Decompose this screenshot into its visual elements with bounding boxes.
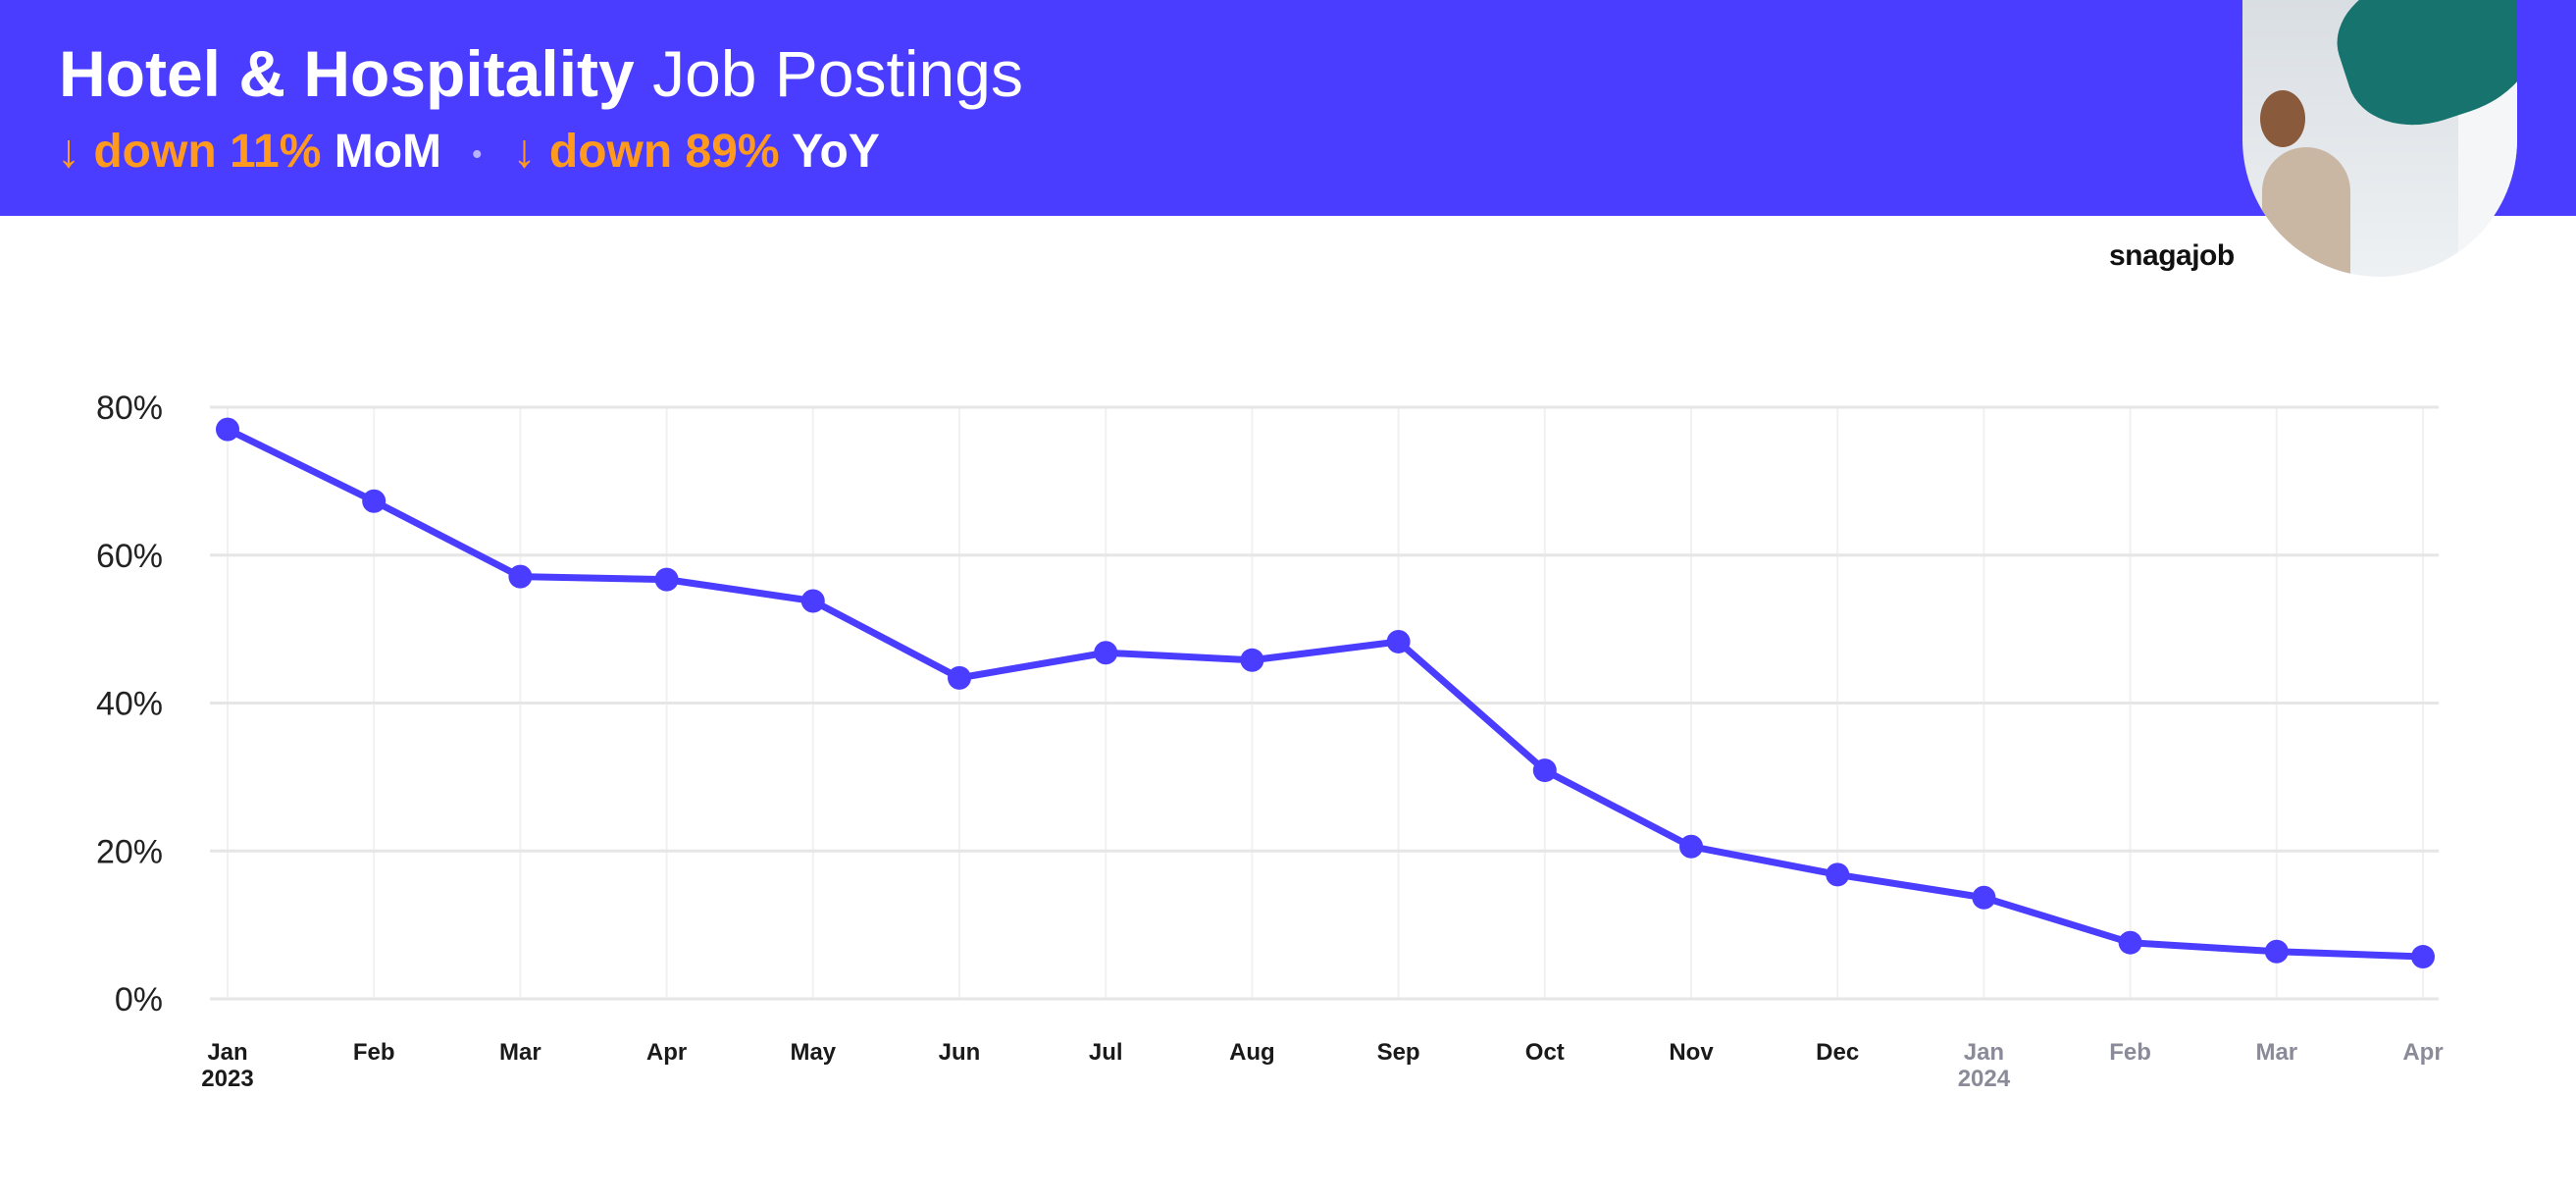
data-point	[1679, 834, 1703, 859]
data-point	[362, 489, 386, 513]
data-point	[1240, 648, 1264, 672]
y-tick-label: 60%	[96, 538, 163, 575]
separator-dot: •	[472, 138, 483, 170]
data-point	[1532, 758, 1557, 783]
page-title: Hotel & Hospitality Job Postings	[59, 29, 1023, 118]
photo-person	[2262, 147, 2350, 277]
title-category: Hotel & Hospitality	[59, 37, 635, 110]
x-tick-label: Mar	[499, 1039, 541, 1066]
x-tick-label: Oct	[1525, 1039, 1565, 1066]
y-tick-label: 0%	[115, 981, 163, 1018]
x-tick-year-label: 2023	[201, 1066, 253, 1092]
y-tick-label: 40%	[96, 686, 163, 723]
x-tick-label: Sep	[1377, 1039, 1420, 1066]
mom-label: MoM	[334, 126, 442, 178]
yoy-change: down 89%	[548, 126, 780, 178]
data-point	[216, 417, 239, 442]
brand-logo: snagajob	[2109, 239, 2235, 272]
data-point	[1386, 629, 1411, 653]
x-tick-label: Apr	[646, 1039, 687, 1066]
x-tick-label: Mar	[2255, 1039, 2297, 1066]
x-tick-label: Apr	[2402, 1039, 2443, 1066]
x-tick-label: Jul	[1089, 1039, 1123, 1066]
x-tick-label: Jan	[1964, 1039, 2004, 1066]
x-tick-year-label: 2024	[1958, 1066, 2011, 1092]
yoy-label: YoY	[792, 126, 880, 178]
data-point	[654, 567, 679, 592]
y-tick-label: 20%	[96, 833, 163, 870]
data-point	[1094, 641, 1118, 665]
change-summary: ↓ down 11% MoM • ↓ down 89% YoY	[57, 120, 880, 186]
photo-head	[2260, 90, 2305, 147]
data-point	[2118, 930, 2142, 955]
data-point	[1972, 885, 1996, 910]
data-point	[2264, 939, 2289, 964]
hero-photo	[2242, 0, 2517, 277]
down-arrow-icon: ↓	[57, 126, 80, 178]
x-tick-label: Jun	[939, 1039, 981, 1066]
x-tick-label: Jan	[207, 1039, 247, 1066]
x-tick-label: Nov	[1669, 1039, 1714, 1066]
y-tick-label: 80%	[96, 390, 163, 427]
series-line	[224, 426, 2427, 961]
x-tick-label: Feb	[353, 1039, 395, 1066]
x-tick-label: Aug	[1229, 1039, 1275, 1066]
data-point	[948, 665, 971, 690]
data-point	[1826, 862, 1850, 887]
x-tick-label: Feb	[2109, 1039, 2151, 1066]
down-arrow-icon: ↓	[512, 126, 537, 178]
x-tick-label: Dec	[1816, 1039, 1859, 1066]
data-point	[508, 564, 533, 589]
x-tick-label: May	[790, 1039, 836, 1066]
data-point	[2411, 945, 2435, 969]
header-banner: Hotel & Hospitality Job Postings ↓ down …	[0, 0, 2576, 216]
title-suffix: Job Postings	[652, 37, 1023, 110]
data-point	[800, 589, 825, 613]
mom-change: down 11%	[93, 126, 322, 178]
